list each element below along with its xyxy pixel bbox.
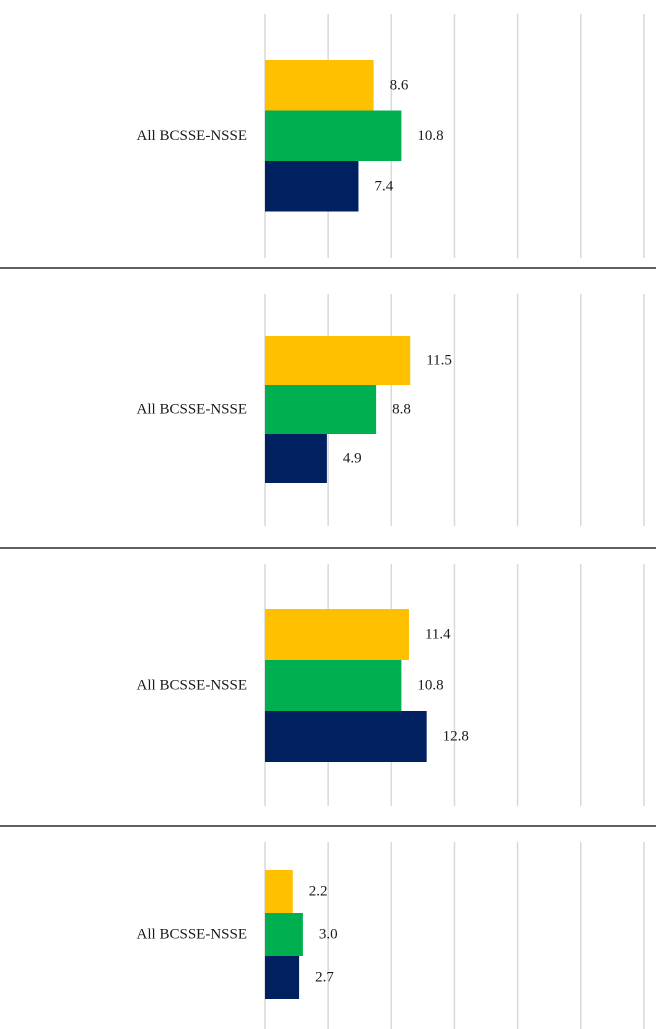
data-label: 11.5 <box>426 353 452 369</box>
chart-panel-2: 11.5 8.8 4.9 All BCSSE-NSSE <box>137 294 645 526</box>
bar-series-3 <box>265 711 427 762</box>
bar-series-1 <box>265 870 293 913</box>
bar-series-3 <box>265 434 327 483</box>
bar-series-3 <box>265 956 300 999</box>
data-label: 4.9 <box>343 451 362 467</box>
bar-series-2 <box>265 110 402 161</box>
bar-series-2 <box>265 913 303 956</box>
data-label: 11.4 <box>425 627 451 643</box>
chart-panel-3: 11.4 10.8 12.8 All BCSSE-NSSE <box>137 564 645 806</box>
category-label: All BCSSE-NSSE <box>137 678 247 694</box>
bar-series-1 <box>265 336 411 385</box>
bar-series-3 <box>265 161 359 212</box>
chart-panel-1: 8.6 10.8 7.4 All BCSSE-NSSE <box>137 14 645 258</box>
bar-series-1 <box>265 609 409 660</box>
data-label: 3.0 <box>319 927 338 943</box>
data-label: 10.8 <box>417 678 443 694</box>
bar-series-2 <box>265 660 402 711</box>
category-label: All BCSSE-NSSE <box>137 128 247 144</box>
data-label: 2.2 <box>309 884 328 900</box>
data-label: 2.7 <box>315 970 334 986</box>
data-label: 8.8 <box>392 402 411 418</box>
bar-series-1 <box>265 60 374 111</box>
chart-panel-4: 2.2 3.0 2.7 All BCSSE-NSSE <box>137 842 645 1029</box>
data-label: 10.8 <box>417 128 443 144</box>
data-label: 8.6 <box>390 77 409 93</box>
data-label: 12.8 <box>443 729 469 745</box>
category-label: All BCSSE-NSSE <box>137 402 247 418</box>
data-label: 7.4 <box>374 178 393 194</box>
bar-series-2 <box>265 385 377 434</box>
category-label: All BCSSE-NSSE <box>137 927 247 943</box>
